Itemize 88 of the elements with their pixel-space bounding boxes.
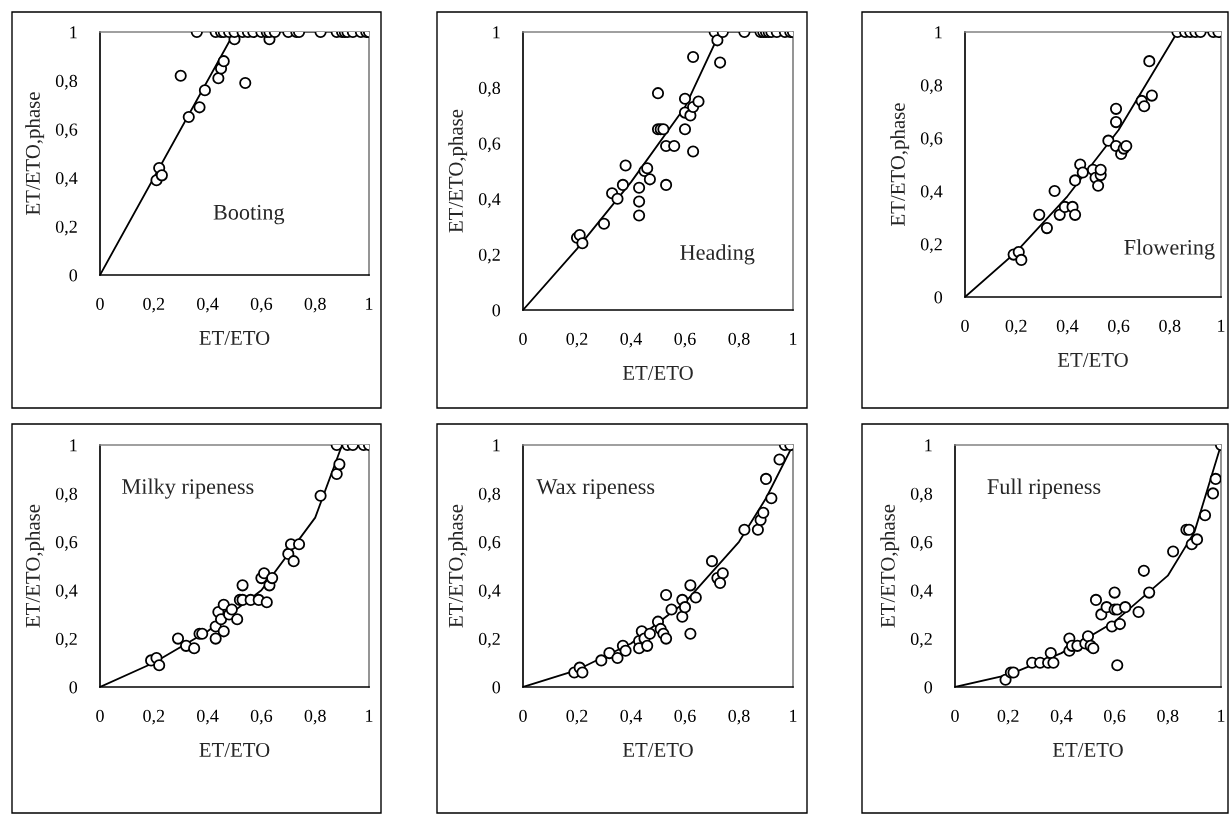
x-tick-label: 0,8 (1157, 709, 1179, 725)
y-axis-title: ET/ETO,phase (448, 109, 468, 233)
x-tick-label: 0,6 (250, 709, 273, 725)
y-tick-label: 0,2 (55, 220, 77, 236)
y-tick-label: 0,8 (920, 79, 943, 95)
y-tick-label: 0,2 (920, 238, 942, 254)
y-tick-label: 0 (492, 681, 501, 694)
x-tick-label: 0,6 (1108, 319, 1130, 335)
y-tick-label: 0,8 (55, 74, 78, 90)
x-tick-label: 1 (790, 332, 797, 345)
y-tick-label: 0 (69, 681, 78, 694)
y-tick-label: 0,8 (478, 487, 501, 503)
y-tick-label: 1 (70, 439, 77, 452)
x-tick-label: 0,8 (728, 332, 750, 348)
y-tick-label: 0,4 (910, 584, 933, 600)
y-tick-label: 0,4 (55, 584, 78, 600)
x-axis-title: ET/ETO (1052, 742, 1123, 757)
x-tick-label: 0,6 (1104, 709, 1126, 725)
y-tick-label: 0,8 (910, 487, 933, 503)
y-tick-label: 0,8 (55, 487, 78, 503)
y-tick-label: 0,6 (920, 132, 943, 148)
x-tick-label: 0 (519, 332, 527, 345)
y-tick-label: 1 (493, 439, 500, 452)
x-axis-title: ET/ETO (1057, 352, 1128, 367)
x-tick-label: 0 (961, 319, 969, 332)
x-tick-label: 0,2 (1005, 319, 1027, 335)
x-tick-label: 1 (366, 709, 373, 722)
x-tick-label: 0,4 (620, 332, 642, 348)
x-axis-title: ET/ETO (622, 742, 693, 757)
y-tick-label: 0,6 (910, 536, 933, 551)
y-axis-title: ET/ETO,phase (448, 504, 468, 628)
y-tick-label: 0,2 (55, 632, 77, 648)
x-tick-label: 0 (951, 709, 959, 722)
x-tick-label: 0,4 (1056, 319, 1079, 335)
x-tick-label: 0 (96, 709, 104, 722)
x-tick-label: 0,6 (674, 709, 696, 725)
x-tick-label: 0,2 (143, 297, 165, 313)
x-tick-label: 0,2 (997, 709, 1019, 725)
x-tick-label: 1 (790, 709, 797, 722)
x-axis-title: ET/ETO (199, 330, 270, 345)
x-tick-label: 1 (1218, 709, 1225, 722)
y-tick-label: 1 (935, 26, 942, 39)
y-tick-label: 0 (69, 269, 78, 282)
y-tick-label: 0,2 (478, 248, 500, 264)
y-tick-label: 1 (925, 439, 932, 452)
x-tick-label: 0,6 (674, 332, 696, 348)
y-tick-label: 0,6 (55, 536, 78, 551)
x-tick-label: 0,8 (1159, 319, 1181, 335)
x-tick-label: 1 (366, 297, 373, 310)
y-tick-label: 0,2 (478, 632, 500, 648)
x-tick-label: 1 (1218, 319, 1225, 332)
annotation: Wax ripeness (536, 479, 655, 499)
y-tick-label: 0,2 (910, 632, 932, 648)
x-tick-label: 0,8 (304, 709, 326, 725)
y-tick-label: 0,8 (478, 81, 501, 97)
y-tick-label: 0,4 (920, 185, 943, 201)
x-tick-label: 0,4 (197, 709, 219, 725)
x-tick-label: 0,8 (728, 709, 750, 725)
annotation: Milky ripeness (122, 478, 254, 499)
x-tick-label: 0,4 (1050, 709, 1073, 725)
y-axis-title: ET/ETO,phase (25, 92, 45, 215)
y-tick-label: 0,4 (478, 584, 501, 600)
annotation: Flowering (1124, 239, 1215, 260)
x-axis-title: ET/ETO (199, 742, 270, 757)
x-tick-label: 0,6 (250, 297, 273, 313)
annotation: Heading (680, 244, 755, 265)
y-axis-title: ET/ETO,phase (880, 504, 900, 628)
x-tick-label: 0 (519, 709, 527, 722)
x-tick-label: 0 (96, 297, 104, 310)
y-tick-label: 0,4 (478, 193, 501, 208)
y-tick-label: 1 (70, 26, 77, 39)
y-tick-label: 0,6 (478, 536, 501, 551)
x-axis-title: ET/ETO (622, 365, 693, 380)
x-tick-label: 0,2 (143, 709, 165, 725)
x-tick-label: 0,8 (304, 297, 326, 313)
x-tick-label: 0,4 (620, 709, 642, 725)
x-tick-label: 0,4 (197, 297, 219, 313)
y-tick-label: 0,6 (478, 137, 501, 153)
x-tick-label: 0,2 (566, 332, 588, 348)
y-tick-label: 0 (924, 681, 933, 694)
annotation: Full ripeness (987, 478, 1101, 499)
x-tick-label: 0,2 (566, 709, 588, 725)
y-tick-label: 1 (493, 26, 500, 39)
y-axis-title: ET/ETO,phase (890, 103, 910, 226)
y-axis-title: ET/ETO,phase (25, 504, 45, 628)
y-tick-label: 0,4 (55, 172, 78, 187)
y-tick-label: 0,6 (55, 123, 78, 139)
annotation: Booting (213, 204, 285, 225)
